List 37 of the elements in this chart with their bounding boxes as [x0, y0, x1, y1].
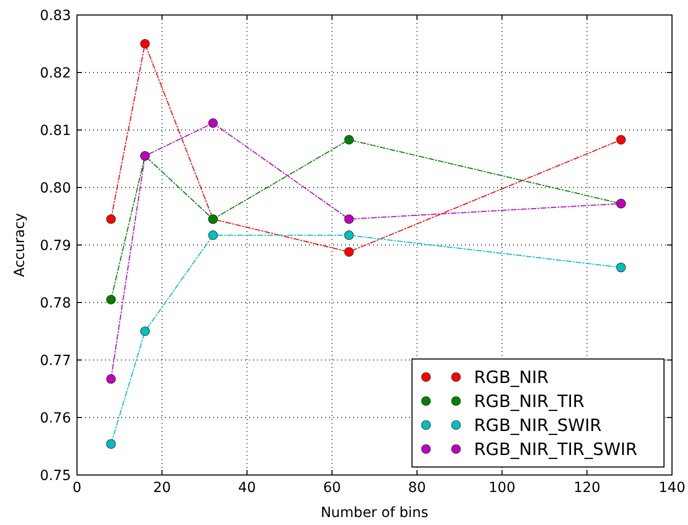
y-axis-title: Accuracy — [12, 213, 28, 277]
point — [140, 326, 150, 336]
point — [106, 214, 116, 224]
y-tick-label: 0.75 — [40, 468, 71, 484]
legend-label: RGB_NIR_TIR_SWIR — [474, 440, 638, 460]
point — [106, 294, 116, 304]
point — [344, 230, 354, 240]
x-tick-label: 80 — [408, 480, 426, 496]
point — [616, 134, 626, 145]
y-tick-label: 0.76 — [40, 410, 72, 426]
legend-label: RGB_NIR_TIR — [474, 392, 585, 412]
y-tick-label: 0.81 — [40, 123, 71, 139]
y-tick-label: 0.82 — [40, 66, 71, 82]
point — [344, 134, 354, 145]
x-tick-label: 140 — [658, 480, 686, 496]
x-tick-label: 0 — [72, 480, 82, 496]
point — [106, 439, 116, 449]
x-tick-label: 20 — [153, 480, 171, 496]
point — [208, 118, 218, 128]
x-tick-label: 40 — [238, 480, 256, 496]
legend-label: RGB_NIR — [474, 368, 549, 388]
y-tick-label: 0.78 — [40, 296, 71, 312]
x-axis-title: Number of bins — [320, 505, 428, 521]
y-tick-label: 0.79 — [40, 238, 71, 254]
y-tick-label: 0.77 — [40, 353, 71, 369]
point — [344, 247, 354, 257]
y-tick-label: 0.80 — [40, 180, 71, 196]
point — [106, 374, 116, 384]
legend-label: RGB_NIR_SWIR — [474, 416, 602, 436]
point — [616, 262, 626, 272]
point — [344, 214, 354, 224]
point — [208, 230, 218, 240]
point — [140, 38, 150, 49]
x-tick-label: 120 — [574, 480, 600, 496]
x-tick-label: 60 — [323, 480, 341, 496]
y-tick-label: 0.83 — [40, 8, 71, 24]
x-tick-label: 100 — [488, 480, 516, 496]
